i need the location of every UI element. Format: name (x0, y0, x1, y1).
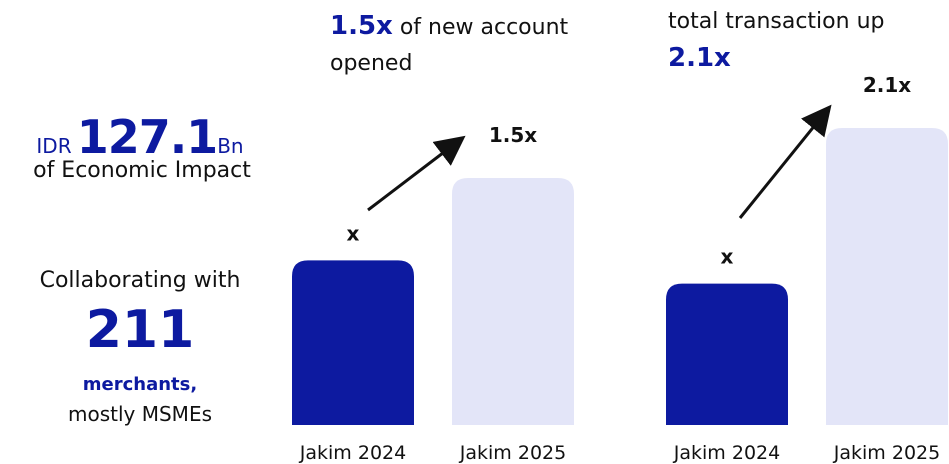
x-tick-label: Jakim 2024 (673, 442, 780, 464)
bar (452, 178, 574, 425)
amount: 127.1 (76, 110, 219, 164)
title-emphasis: 1.5x (330, 11, 393, 41)
merchant-count: 211 (85, 300, 195, 360)
value-label: x (721, 245, 734, 269)
merchant-note: mostly MSMEs (68, 402, 212, 426)
x-tick-label: Jakim 2025 (833, 442, 940, 464)
arrow (367, 135, 466, 212)
collab-intro: Collaborating with (39, 268, 241, 293)
value-label: x (347, 221, 360, 245)
x-tick-label: Jakim 2024 (299, 442, 406, 464)
title-emphasis: 2.1x (668, 43, 731, 73)
title-text: of new account opened (330, 15, 569, 76)
value-label: 1.5x (489, 123, 537, 147)
amount-caption: of Economic Impact (33, 158, 251, 183)
currency: IDR (36, 134, 72, 158)
x-tick-label: Jakim 2025 (459, 442, 566, 464)
bar (826, 128, 948, 425)
bar (666, 283, 788, 425)
unit: Bn (217, 134, 244, 158)
chart-title: total transaction up 2.1x (668, 4, 948, 76)
bar (292, 260, 414, 425)
impact-stat: IDR 127.1Bn (0, 110, 280, 164)
merchant-word: merchants, (82, 374, 198, 395)
value-label: 2.1x (863, 73, 911, 97)
chart-title: 1.5x of new account opened (330, 8, 610, 82)
arrow (738, 104, 832, 219)
title-text: total transaction up (668, 9, 885, 34)
